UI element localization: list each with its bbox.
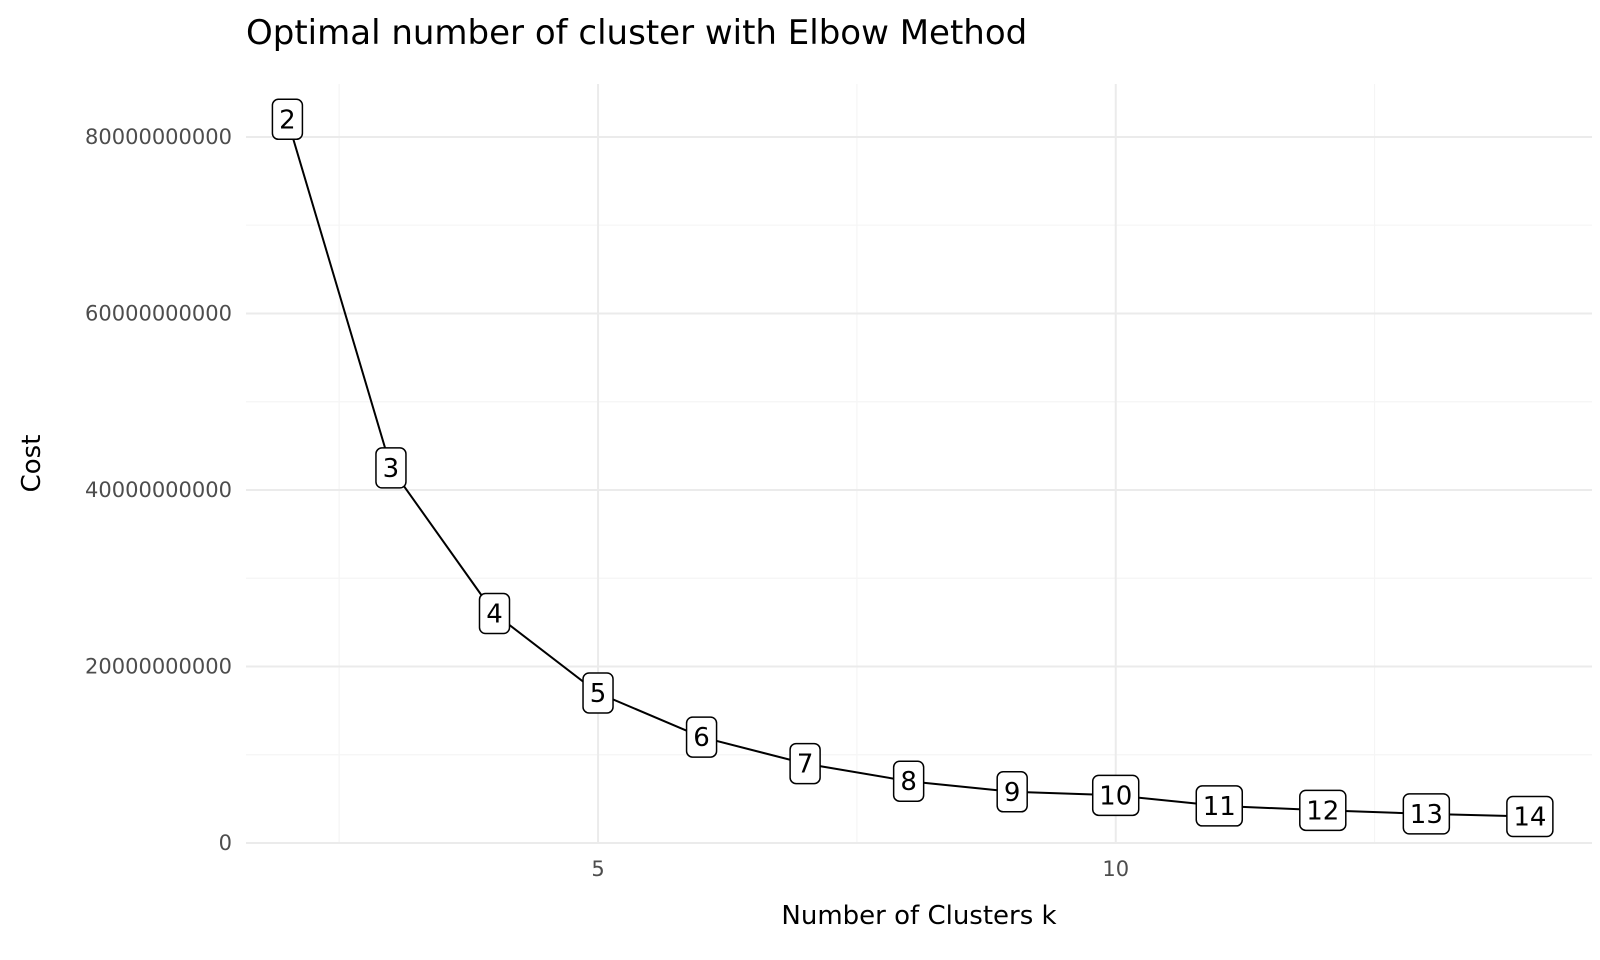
point-label-text: 5 <box>590 679 607 709</box>
x-tick-label: 10 <box>1102 857 1129 881</box>
point-label: 11 <box>1195 785 1244 827</box>
point-label-text: 10 <box>1099 781 1132 811</box>
point-label-box <box>1091 774 1140 817</box>
point-label-box <box>582 672 614 714</box>
point-label-text: 14 <box>1513 803 1546 833</box>
y-tick-label: 80000000000 <box>85 125 232 149</box>
point-label: 2 <box>271 98 304 141</box>
point-label-text: 8 <box>900 767 917 797</box>
point-label-box <box>1402 793 1451 835</box>
point-label-text: 12 <box>1306 796 1339 826</box>
y-tick-label: 40000000000 <box>85 478 232 502</box>
grid <box>246 84 1592 844</box>
point-label-text: 9 <box>1004 778 1021 808</box>
y-tick-label: 0 <box>219 831 232 855</box>
point-label: 13 <box>1402 793 1451 835</box>
point-label-text: 4 <box>486 600 503 630</box>
point-label-box <box>1195 785 1244 827</box>
point-label: 7 <box>789 742 821 785</box>
point-label-box <box>996 771 1028 813</box>
point-label-box <box>789 742 821 785</box>
point-label-box <box>1506 795 1554 838</box>
x-axis-ticks: 5 10 <box>591 857 1129 881</box>
point-label: 4 <box>478 592 511 635</box>
point-label: 12 <box>1299 789 1347 832</box>
point-label-box <box>892 760 925 802</box>
point-label: 10 <box>1091 774 1140 817</box>
chart-title: Optimal number of cluster with Elbow Met… <box>246 13 1027 53</box>
point-label: 3 <box>375 447 407 489</box>
point-label-text: 2 <box>279 105 296 135</box>
x-tick-label: 5 <box>591 857 604 881</box>
point-label-text: 6 <box>693 723 710 753</box>
y-tick-label: 20000000000 <box>85 654 232 678</box>
point-label-box <box>375 447 407 489</box>
point-label: 14 <box>1506 795 1554 838</box>
point-label: 9 <box>996 771 1028 813</box>
point-label: 8 <box>892 760 925 802</box>
point-label: 5 <box>582 672 614 714</box>
point-label-text: 13 <box>1410 800 1443 830</box>
point-label-box <box>685 716 718 758</box>
point-labels: 2 3 4 5 6 7 8 9 10 11 12 13 14 <box>271 98 1554 838</box>
point-label-box <box>478 592 511 635</box>
point-label-text: 3 <box>383 454 400 484</box>
point-label-text: 7 <box>797 750 814 780</box>
series-line <box>286 119 1530 818</box>
point-label-box <box>1299 789 1347 832</box>
point-label-text: 11 <box>1203 792 1236 822</box>
y-tick-label: 60000000000 <box>85 301 232 325</box>
y-axis-title: Cost <box>17 435 47 493</box>
point-label-box <box>271 98 304 141</box>
y-axis-ticks: 0 20000000000 40000000000 60000000000 800000… <box>85 125 232 855</box>
point-label: 6 <box>685 716 718 758</box>
x-axis-title: Number of Clusters k <box>781 901 1056 931</box>
